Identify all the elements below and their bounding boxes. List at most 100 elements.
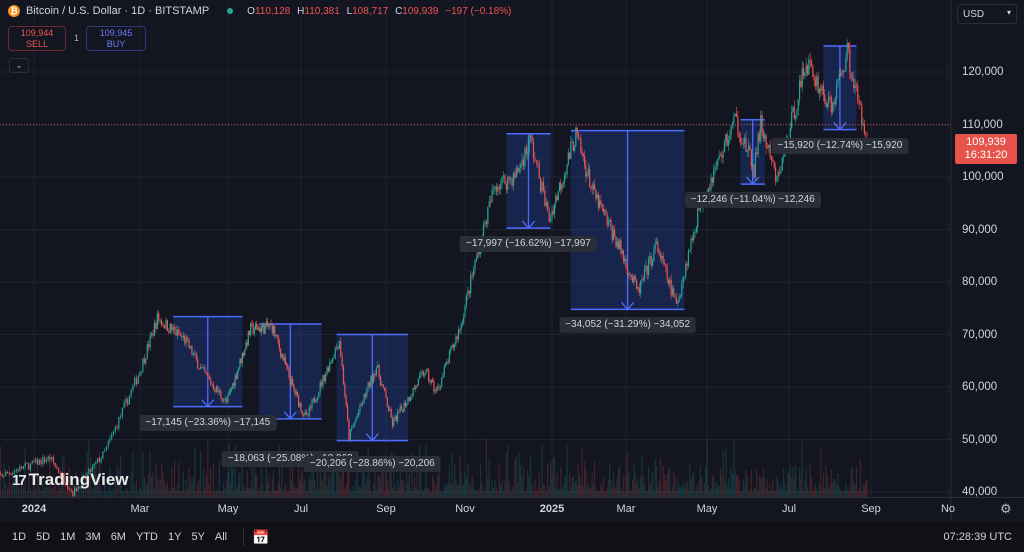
volume-bar bbox=[278, 445, 281, 497]
x-tick-label: Mar bbox=[616, 503, 636, 515]
volume-bar bbox=[649, 483, 651, 497]
range-button-1y[interactable]: 1Y bbox=[167, 531, 182, 543]
volume-bar bbox=[252, 489, 254, 497]
candle-body bbox=[65, 483, 67, 486]
volume-bar bbox=[105, 491, 108, 497]
range-button-5d[interactable]: 5D bbox=[36, 531, 51, 543]
volume-bar bbox=[340, 479, 342, 497]
candle-body bbox=[762, 132, 765, 139]
quantity[interactable]: 1 bbox=[74, 33, 80, 43]
volume-bar bbox=[402, 480, 404, 497]
volume-bar bbox=[651, 471, 654, 497]
volume-bar bbox=[276, 490, 278, 497]
volume-bar bbox=[839, 490, 842, 497]
range-button-6m[interactable]: 6M bbox=[110, 531, 126, 543]
candle-body bbox=[617, 241, 620, 249]
candle-body bbox=[525, 147, 527, 155]
chevron-down-icon[interactable]: ⌄ bbox=[9, 58, 29, 73]
volume-bar bbox=[520, 465, 522, 497]
candle-body bbox=[842, 70, 844, 72]
candle-body bbox=[866, 134, 868, 135]
candle-body bbox=[381, 384, 383, 386]
candle-body bbox=[555, 196, 557, 204]
range-button-1m[interactable]: 1M bbox=[60, 531, 76, 543]
arrow-down-icon bbox=[201, 399, 215, 408]
candle-body bbox=[746, 150, 748, 152]
volume-bar bbox=[538, 472, 540, 497]
volume-bar bbox=[749, 488, 751, 497]
candle-body bbox=[678, 296, 680, 303]
bottom-toolbar: 1D 5D 1M 3M 6M YTD 1Y 5Y All 📅 07:28:39 UTC bbox=[0, 522, 1024, 552]
buy-button[interactable]: 109,945 BUY bbox=[86, 26, 146, 51]
volume-bar bbox=[438, 463, 440, 497]
candle-body bbox=[244, 349, 246, 356]
candle-body bbox=[512, 172, 515, 186]
volume-bar bbox=[517, 482, 519, 497]
settings-icon[interactable]: ⚙ bbox=[1000, 501, 1012, 516]
volume-bar bbox=[478, 488, 480, 497]
candle-body bbox=[21, 466, 23, 469]
candle-body bbox=[232, 383, 234, 389]
candle-body bbox=[202, 367, 205, 369]
candle-body bbox=[612, 229, 615, 241]
currency-select[interactable]: USD ▾ bbox=[957, 4, 1017, 24]
candle-body bbox=[809, 59, 811, 62]
calendar-icon[interactable]: 📅 bbox=[243, 528, 270, 546]
candle-body bbox=[793, 107, 795, 119]
candle-body bbox=[683, 276, 686, 278]
range-button-ytd[interactable]: YTD bbox=[135, 531, 158, 543]
candle-body bbox=[675, 297, 678, 304]
candle-body bbox=[582, 153, 584, 157]
time-axis[interactable]: 2024 Mar May Jul Sep Nov 2025 Mar May Jul Sep No bbox=[0, 497, 1024, 521]
volume-bar bbox=[290, 479, 293, 497]
candle-body bbox=[740, 138, 742, 143]
volume-bar bbox=[104, 480, 106, 497]
candle-body bbox=[601, 204, 603, 208]
volume-bar bbox=[727, 478, 730, 497]
volume-bar bbox=[809, 464, 811, 497]
volume-bar bbox=[698, 481, 700, 497]
volume-bar bbox=[780, 484, 782, 497]
candle-body bbox=[29, 463, 32, 470]
candle-body bbox=[438, 386, 440, 388]
y-tick-label: 40,000 bbox=[962, 486, 998, 498]
candle-body bbox=[322, 375, 324, 386]
volume-bar bbox=[524, 490, 526, 497]
volume-bar bbox=[246, 470, 248, 497]
tradingview-logo[interactable]: 17 TradingView bbox=[12, 470, 129, 489]
volume-bar bbox=[159, 479, 161, 497]
volume-bar bbox=[691, 475, 693, 497]
volume-bar bbox=[580, 484, 582, 497]
volume-bar bbox=[254, 473, 257, 497]
range-button-1d[interactable]: 1D bbox=[12, 531, 27, 543]
sell-button[interactable]: 109,944 SELL bbox=[8, 26, 66, 51]
range-button-3m[interactable]: 3M bbox=[85, 531, 101, 543]
volume-bar bbox=[168, 489, 170, 497]
candle-body bbox=[230, 388, 233, 390]
candle-body bbox=[442, 374, 444, 378]
volume-bar bbox=[571, 477, 573, 497]
volume-bar bbox=[729, 486, 731, 497]
candle-body bbox=[857, 85, 859, 101]
candle-body bbox=[637, 287, 639, 289]
volume-bar bbox=[490, 491, 492, 497]
candle-body bbox=[641, 278, 643, 282]
volume-bar bbox=[590, 488, 592, 497]
volume-bar bbox=[824, 488, 826, 497]
range-button-5y[interactable]: 5Y bbox=[191, 531, 205, 543]
candle-body bbox=[362, 402, 364, 405]
candle-body bbox=[161, 320, 163, 325]
y-tick-label: 80,000 bbox=[962, 276, 998, 288]
symbol-title[interactable]: Bitcoin / U.S. Dollar · 1D · BITSTAMP bbox=[26, 5, 210, 17]
candle-body bbox=[416, 385, 418, 387]
candle-body bbox=[239, 358, 241, 368]
clock[interactable]: 07:28:39 UTC bbox=[943, 531, 1012, 543]
range-button-all[interactable]: All bbox=[214, 531, 228, 543]
candle-body bbox=[377, 365, 379, 368]
volume-bar bbox=[364, 484, 367, 497]
candle-body bbox=[649, 256, 651, 260]
volume-bar bbox=[812, 491, 814, 497]
candle-body bbox=[348, 419, 350, 440]
candle-body bbox=[769, 144, 771, 158]
